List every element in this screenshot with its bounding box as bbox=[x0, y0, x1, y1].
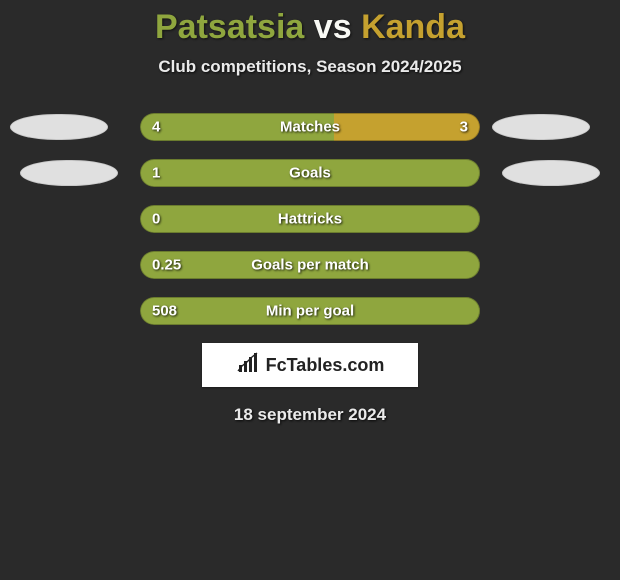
stat-label: Hattricks bbox=[278, 211, 342, 228]
stat-row-gpm: Goals per match 0.25 bbox=[0, 251, 620, 279]
date-line: 18 september 2024 bbox=[0, 405, 620, 425]
comparison-chart: Matches 4 3 Goals 1 Hattricks 0 Goals per match… bbox=[0, 113, 620, 325]
stat-value-left: 508 bbox=[152, 303, 177, 320]
stat-value-left: 4 bbox=[152, 119, 160, 136]
avatar-placeholder-left bbox=[20, 160, 118, 186]
subtitle: Club competitions, Season 2024/2025 bbox=[0, 57, 620, 77]
avatar-placeholder-left bbox=[10, 114, 108, 140]
title-player-a: Patsatsia bbox=[155, 8, 304, 46]
title-vs: vs bbox=[314, 8, 352, 46]
avatar-placeholder-right bbox=[492, 114, 590, 140]
title: Patsatsia vs Kanda bbox=[0, 8, 620, 47]
bar-chart-icon bbox=[236, 351, 260, 380]
stat-row-hattricks: Hattricks 0 bbox=[0, 205, 620, 233]
stat-value-left: 0 bbox=[152, 211, 160, 228]
stat-value-left: 1 bbox=[152, 165, 160, 182]
stat-row-goals: Goals 1 bbox=[0, 159, 620, 187]
stat-label: Min per goal bbox=[266, 303, 354, 320]
stat-bar-track: Goals 1 bbox=[140, 159, 480, 187]
stat-row-matches: Matches 4 3 bbox=[0, 113, 620, 141]
stat-bar-right-fill bbox=[334, 113, 480, 141]
stat-bar-track: Hattricks 0 bbox=[140, 205, 480, 233]
stat-label: Goals per match bbox=[251, 257, 369, 274]
avatar-placeholder-right bbox=[502, 160, 600, 186]
infographic-container: Patsatsia vs Kanda Club competitions, Se… bbox=[0, 8, 620, 580]
stat-value-left: 0.25 bbox=[152, 257, 181, 274]
stat-bar-track: Goals per match 0.25 bbox=[140, 251, 480, 279]
stat-value-right: 3 bbox=[460, 119, 468, 136]
title-player-b: Kanda bbox=[361, 8, 465, 46]
stat-bar-track: Matches 4 3 bbox=[140, 113, 480, 141]
brand-text: FcTables.com bbox=[266, 355, 385, 376]
stat-label: Matches bbox=[280, 119, 340, 136]
stat-label: Goals bbox=[289, 165, 331, 182]
brand-box: FcTables.com bbox=[202, 343, 418, 387]
stat-row-mpg: Min per goal 508 bbox=[0, 297, 620, 325]
stat-bar-track: Min per goal 508 bbox=[140, 297, 480, 325]
